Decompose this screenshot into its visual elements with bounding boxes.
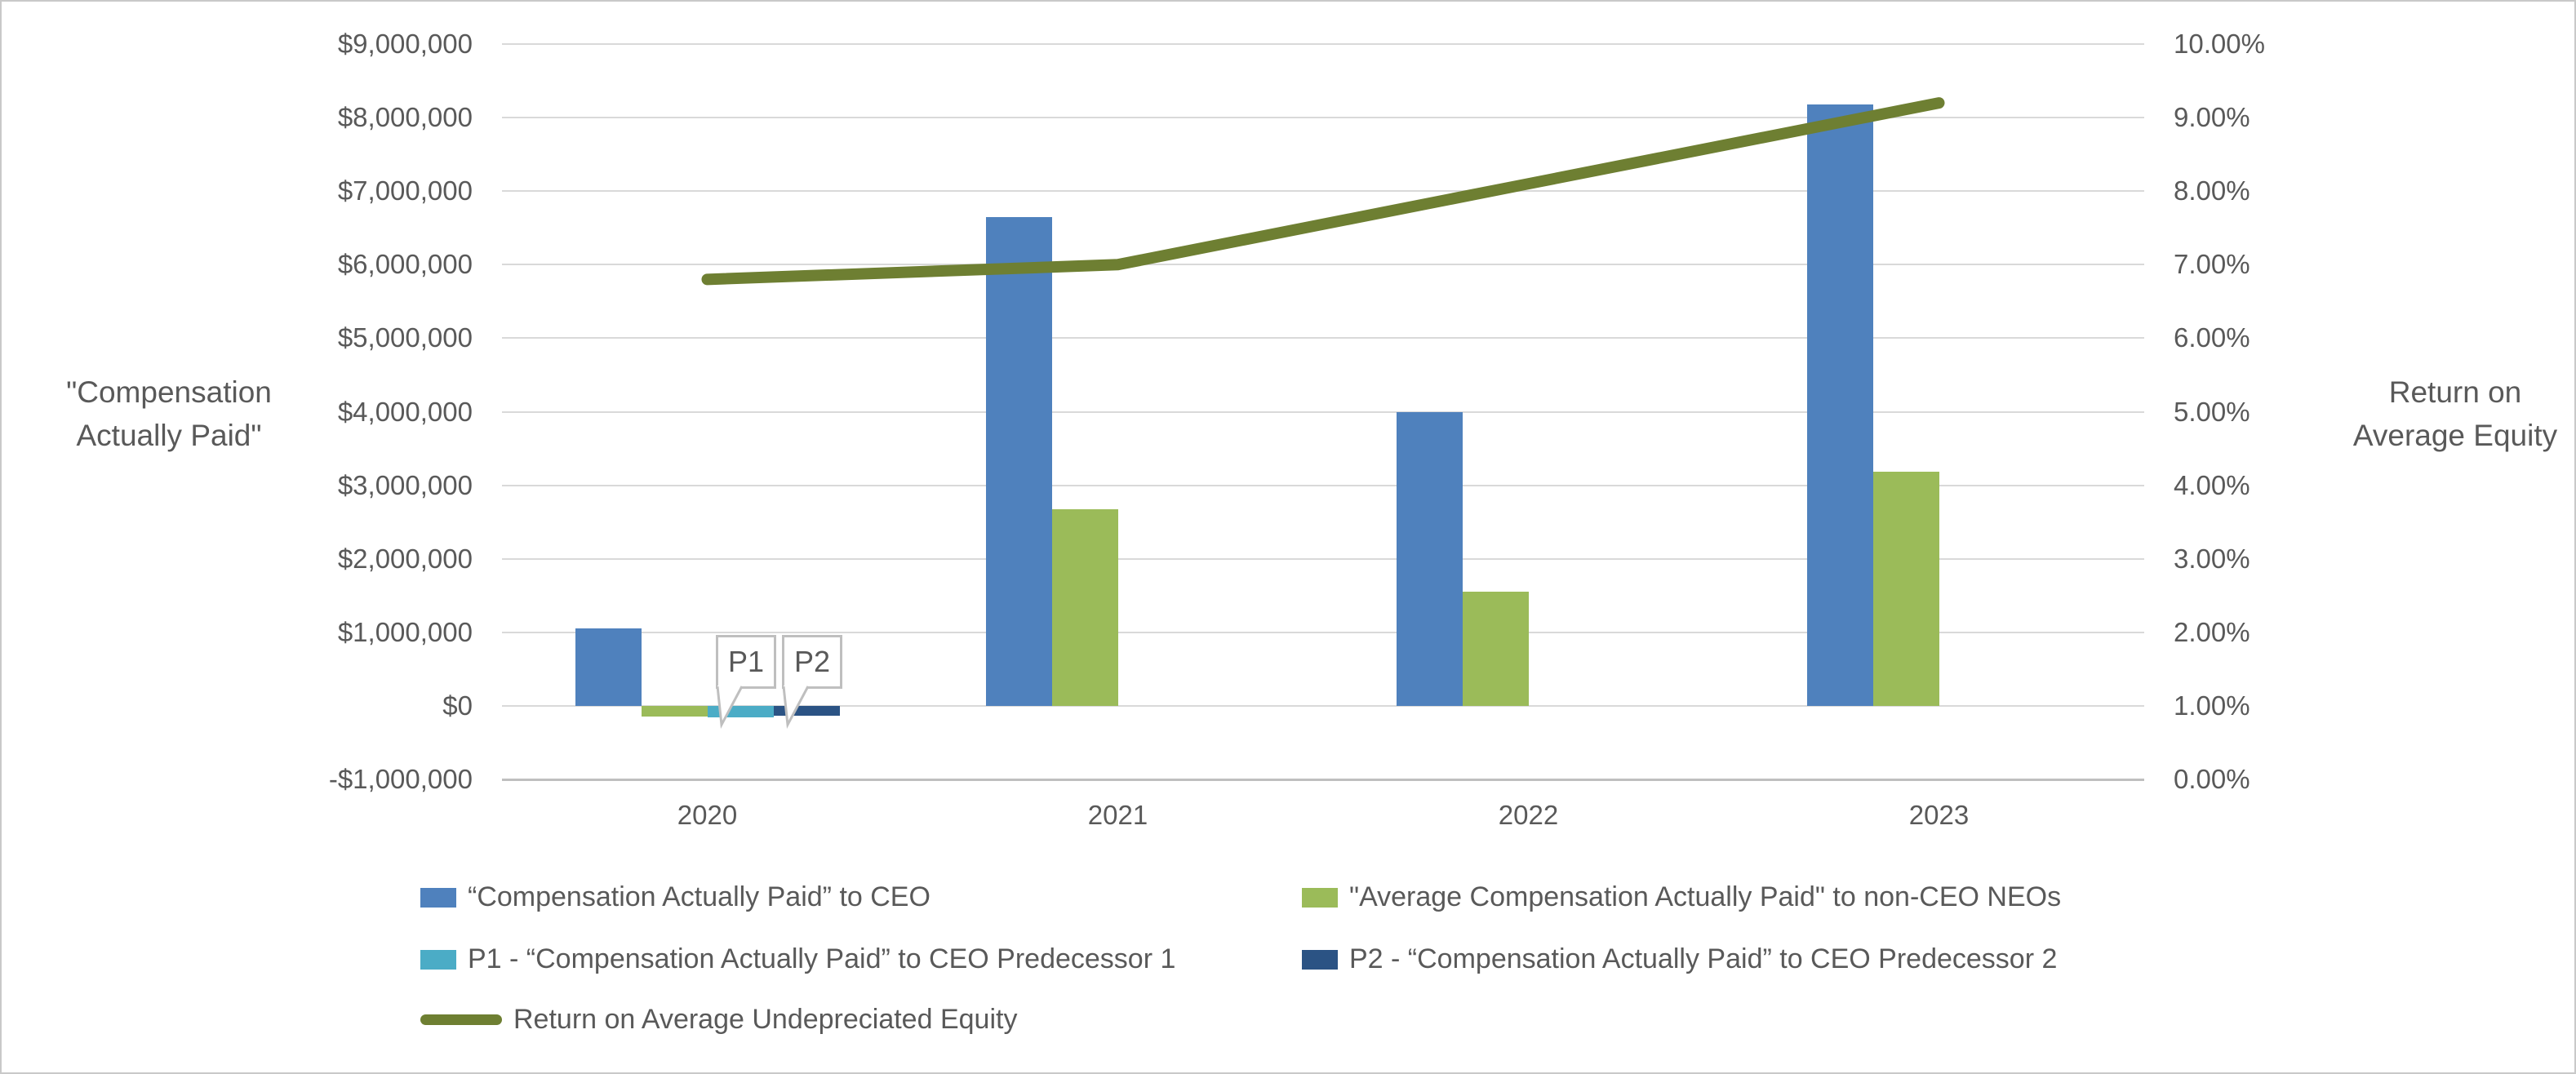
legend-item: Return on Average Undepreciated Equity: [420, 1004, 1017, 1036]
x-axis-label-2021: 2021: [1087, 800, 1148, 830]
right-axis-tick-label: 2.00%: [2174, 616, 2250, 647]
legend-bar-swatch: [420, 887, 456, 908]
left-axis-tick-label: $8,000,000: [337, 102, 473, 133]
x-axis-label-2020: 2020: [677, 800, 738, 830]
gridline: [502, 704, 2144, 707]
left-axis-title: "Compensation Actually Paid": [22, 371, 316, 457]
gridline: [502, 631, 2144, 633]
bar-series1-2020: [575, 628, 642, 706]
legend-label: “Compensation Actually Paid” to CEO: [468, 881, 930, 912]
bar-series1-2021: [985, 216, 1052, 706]
legend-item: “Compensation Actually Paid” to CEO: [420, 881, 930, 913]
gridline: [502, 557, 2144, 560]
left-axis-tick-label: $4,000,000: [337, 396, 473, 427]
left-axis-title-line1: "Compensation: [66, 375, 272, 409]
right-axis-tick-label: 1.00%: [2174, 690, 2250, 721]
legend-item: "Average Compensation Actually Paid" to …: [1302, 881, 2061, 913]
legend-label: P1 - “Compensation Actually Paid” to CEO…: [468, 943, 1176, 974]
right-axis-title-line2: Average Equity: [2352, 419, 2558, 452]
right-axis-tick-label: 0.00%: [2174, 764, 2250, 794]
legend-label: P2 - “Compensation Actually Paid” to CEO…: [1349, 943, 2058, 974]
legend-bar-swatch: [1302, 949, 1338, 970]
gridline: [502, 337, 2144, 340]
gridline: [502, 43, 2144, 45]
gridline: [502, 411, 2144, 413]
roe-line: [701, 97, 1945, 286]
right-axis-tick-label: 10.00%: [2174, 29, 2265, 59]
right-axis-title: Return on Average Equity: [2333, 371, 2574, 457]
legend-item: P1 - “Compensation Actually Paid” to CEO…: [420, 943, 1175, 975]
legend-bar-swatch: [1302, 887, 1338, 908]
legend-label: Return on Average Undepreciated Equity: [513, 1004, 1018, 1035]
x-axis-label-2023: 2023: [1908, 800, 1970, 830]
right-axis-tick-label: 3.00%: [2174, 543, 2250, 574]
gridline: [502, 190, 2144, 193]
right-axis-title-line1: Return on: [2388, 375, 2522, 409]
left-axis-tick-label: $5,000,000: [337, 322, 473, 353]
axis-baseline: [502, 779, 2144, 781]
gridline: [502, 484, 2144, 486]
legend-label: "Average Compensation Actually Paid" to …: [1349, 881, 2062, 912]
gridline: [502, 117, 2144, 119]
left-axis-tick-label: -$1,000,000: [328, 764, 473, 794]
legend-bar-swatch: [420, 949, 456, 970]
callout-p2-tail: [782, 685, 810, 729]
bar-series1-2022: [1396, 411, 1463, 706]
left-axis-tick-label: $0: [442, 690, 473, 721]
bar-series2-2021: [1051, 509, 1118, 706]
left-axis-tick-label: $3,000,000: [337, 469, 473, 500]
left-axis-tick-label: $7,000,000: [337, 175, 473, 206]
left-axis-tick-label: $1,000,000: [337, 616, 473, 647]
callout-p2: P2: [782, 634, 842, 689]
left-axis-tick-label: $9,000,000: [337, 29, 473, 59]
callout-p1-tail: [716, 685, 744, 729]
legend-line-swatch: [420, 1014, 502, 1025]
plot-area: P1 P2: [502, 43, 2144, 781]
bar-series1-2023: [1806, 104, 1873, 706]
bar-series2-2023: [1872, 472, 1939, 706]
bar-series4-2020: [773, 705, 840, 716]
gridline: [502, 264, 2144, 266]
bar-series2-2020: [641, 705, 708, 717]
legend-item: P2 - “Compensation Actually Paid” to CEO…: [1302, 943, 2057, 975]
right-axis-tick-label: 6.00%: [2174, 322, 2250, 353]
left-axis-tick-label: $6,000,000: [337, 249, 473, 280]
bar-series2-2022: [1462, 592, 1529, 706]
right-axis-tick-label: 9.00%: [2174, 102, 2250, 133]
right-axis-tick-label: 8.00%: [2174, 175, 2250, 206]
left-axis-tick-label: $2,000,000: [337, 543, 473, 574]
callout-p1: P1: [716, 634, 776, 689]
left-axis-title-line2: Actually Paid": [76, 419, 262, 452]
x-axis-label-2022: 2022: [1498, 800, 1559, 830]
right-axis-tick-label: 5.00%: [2174, 396, 2250, 427]
right-axis-tick-label: 4.00%: [2174, 469, 2250, 500]
right-axis-tick-label: 7.00%: [2174, 249, 2250, 280]
